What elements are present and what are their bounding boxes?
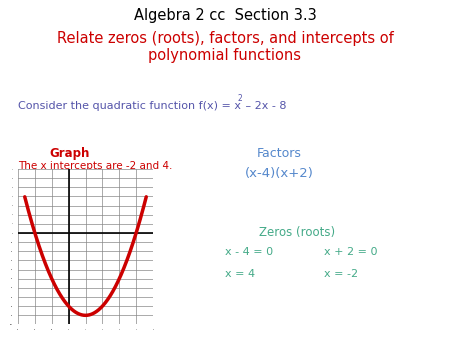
Text: Zeros (roots): Zeros (roots) [259, 226, 335, 239]
Text: Consider the quadratic function f(x) = x: Consider the quadratic function f(x) = x [18, 101, 241, 112]
Text: x = 4: x = 4 [225, 269, 255, 279]
Text: 2: 2 [238, 94, 243, 103]
Text: – 2x - 8: – 2x - 8 [242, 101, 287, 112]
Text: Graph: Graph [50, 147, 90, 160]
Text: x - 4 = 0: x - 4 = 0 [225, 247, 273, 257]
Text: Relate zeros (roots), factors, and intercepts of
polynomial functions: Relate zeros (roots), factors, and inter… [57, 31, 393, 64]
Text: x + 2 = 0: x + 2 = 0 [324, 247, 378, 257]
Text: Factors: Factors [256, 147, 302, 160]
Text: (x-4)(x+2): (x-4)(x+2) [244, 167, 314, 180]
Text: Algebra 2 cc  Section 3.3: Algebra 2 cc Section 3.3 [134, 8, 316, 23]
Text: The x intercepts are -2 and 4.: The x intercepts are -2 and 4. [18, 161, 172, 171]
Text: x = -2: x = -2 [324, 269, 358, 279]
